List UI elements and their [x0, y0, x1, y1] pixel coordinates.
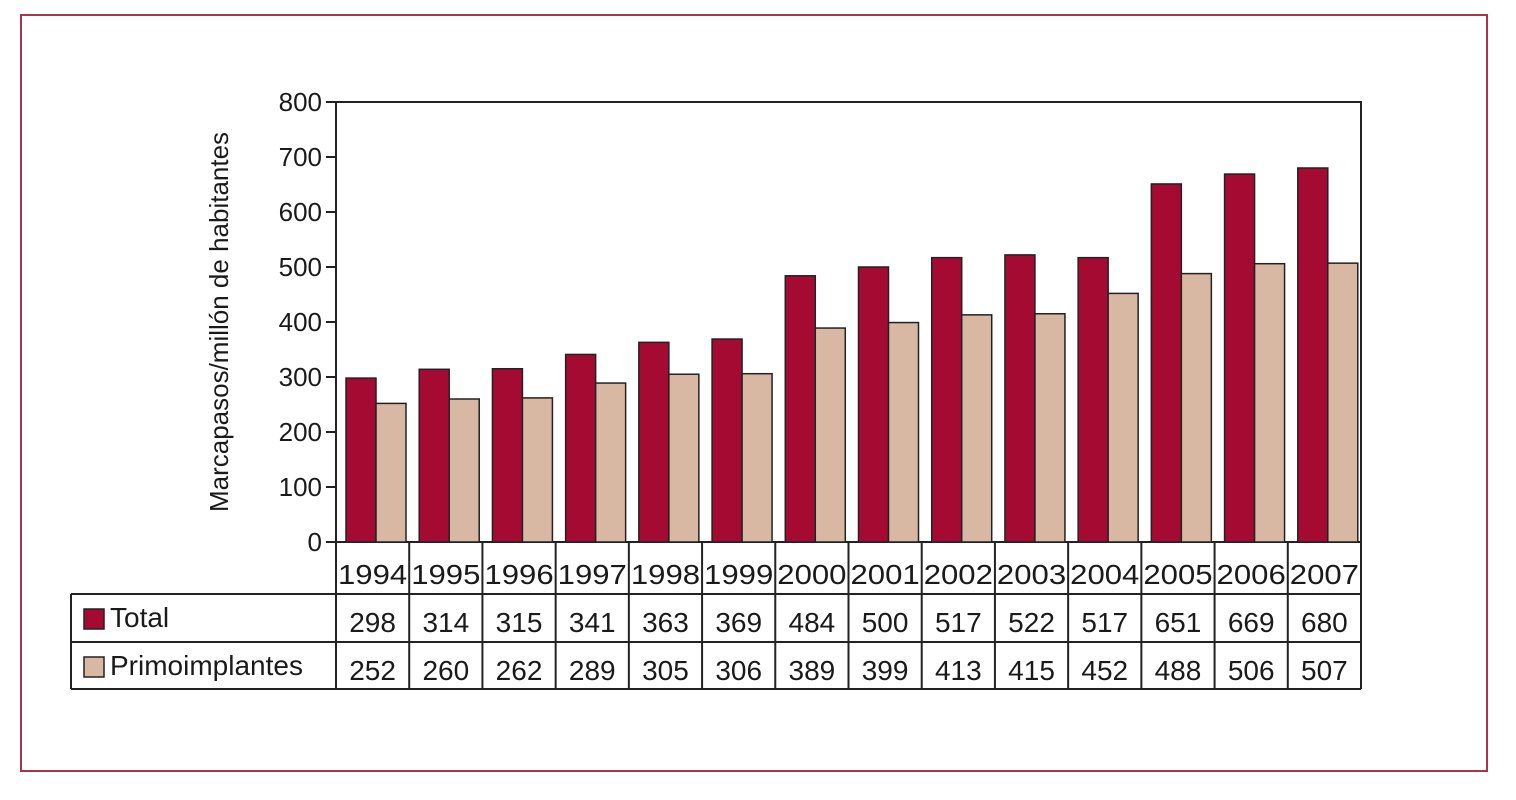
data-table: 1994 1995 1996 1997 1998 1999 2000 2001 2002 2003…: [70, 542, 1362, 690]
data-label: 522: [1008, 607, 1055, 638]
category-label: 2002: [924, 559, 993, 590]
data-label: 262: [496, 655, 543, 686]
bar-total: [857, 266, 890, 543]
y-tick-label: 600: [279, 197, 322, 227]
data-label: 363: [642, 607, 689, 638]
bar-total: [784, 275, 817, 543]
category-label: 2006: [1217, 559, 1286, 590]
bar-primoimplantes: [741, 372, 773, 543]
category-label: 1994: [338, 559, 407, 590]
data-label: 669: [1228, 607, 1275, 638]
data-label: 315: [496, 607, 543, 638]
bar-primoimplantes: [1327, 262, 1359, 543]
y-tick-label: 800: [279, 87, 322, 117]
data-label: 452: [1081, 655, 1128, 686]
y-tick-label: 500: [279, 252, 322, 282]
bar-total: [418, 368, 450, 543]
bar-primoimplantes: [814, 327, 847, 543]
legend-label: Total: [110, 602, 169, 633]
data-label: 305: [642, 655, 689, 686]
bar-primoimplantes: [521, 397, 554, 543]
bar-total: [1223, 173, 1256, 543]
bar-primoimplantes: [1253, 262, 1286, 543]
y-tick-label: 400: [279, 307, 322, 337]
category-label: 2005: [1143, 559, 1212, 590]
bar-primoimplantes: [960, 314, 993, 543]
data-label: 517: [935, 607, 982, 638]
bar-total: [1004, 254, 1036, 543]
data-label: 252: [349, 655, 396, 686]
y-tick-label: 700: [279, 142, 322, 172]
bar-total: [1150, 183, 1183, 543]
legend-swatch-primoimplantes: [83, 656, 105, 678]
bar-total: [491, 368, 524, 543]
y-tick-label: 300: [279, 362, 322, 392]
bar-total: [1077, 256, 1109, 543]
data-label: 399: [862, 655, 909, 686]
bar-total: [930, 256, 963, 543]
bar-primoimplantes: [594, 382, 627, 543]
bar-total: [564, 353, 597, 543]
y-tick-label: 200: [279, 417, 322, 447]
legend-label: Primoimplantes: [110, 650, 303, 681]
bar-primoimplantes: [375, 402, 407, 543]
bar-total: [1297, 167, 1329, 543]
y-tick-label: 0: [308, 527, 322, 557]
data-label: 517: [1081, 607, 1128, 638]
legend-swatch-total: [83, 608, 105, 630]
category-label: 1999: [704, 559, 773, 590]
data-label: 389: [789, 655, 836, 686]
bar-primoimplantes: [887, 321, 920, 543]
category-label: 1997: [558, 559, 627, 590]
category-label: 2001: [851, 559, 920, 590]
data-label: 306: [715, 655, 762, 686]
data-label: 415: [1008, 655, 1055, 686]
data-label: 488: [1155, 655, 1202, 686]
y-axis-label: Marcapasos/millón de habitantes: [204, 132, 234, 512]
data-label: 314: [422, 607, 469, 638]
bar-layer: [345, 167, 1359, 543]
bar-primoimplantes: [1180, 272, 1213, 543]
category-label: 2003: [997, 559, 1066, 590]
data-label: 506: [1228, 655, 1275, 686]
category-label: 1998: [631, 559, 700, 590]
data-label: 507: [1301, 655, 1348, 686]
data-label: 260: [422, 655, 469, 686]
bar-total: [711, 338, 743, 543]
bar-primoimplantes: [1034, 313, 1066, 543]
bar-primoimplantes: [668, 373, 700, 543]
data-label: 484: [789, 607, 836, 638]
data-label: 341: [569, 607, 616, 638]
bar-total: [345, 377, 377, 543]
category-label: 1995: [411, 559, 480, 590]
y-tick-label: 100: [279, 472, 322, 502]
data-label: 289: [569, 655, 616, 686]
figure-frame: [20, 14, 1488, 772]
data-label: 500: [862, 607, 909, 638]
category-label: 1996: [484, 559, 553, 590]
category-label: 2007: [1290, 559, 1359, 590]
bar-total: [638, 341, 670, 543]
category-label: 2004: [1070, 559, 1139, 590]
bar-primoimplantes: [1107, 292, 1139, 543]
data-label: 651: [1155, 607, 1202, 638]
data-label: 298: [349, 607, 396, 638]
data-label: 680: [1301, 607, 1348, 638]
data-label: 369: [715, 607, 762, 638]
category-label: 2000: [777, 559, 846, 590]
bar-primoimplantes: [448, 398, 480, 543]
data-label: 413: [935, 655, 982, 686]
